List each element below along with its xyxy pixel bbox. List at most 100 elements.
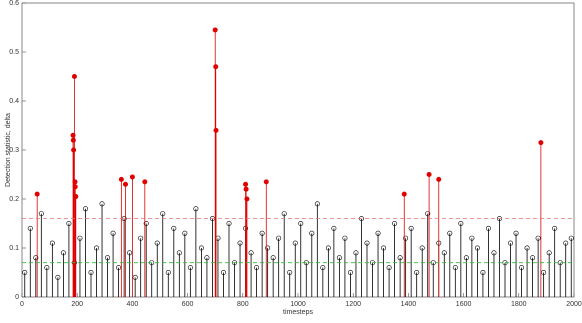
stem-marker <box>237 240 243 246</box>
stem-marker <box>226 221 232 227</box>
stem-marker <box>171 225 177 231</box>
x-tick-label: 1600 <box>456 301 472 308</box>
stem-marker <box>44 265 50 271</box>
stem-marker <box>530 255 536 261</box>
stem-marker <box>213 64 219 70</box>
stem-marker <box>508 240 514 246</box>
stem-marker <box>381 245 387 251</box>
stem-marker <box>143 221 149 227</box>
stem-marker <box>22 269 28 275</box>
stem-marker <box>436 176 442 182</box>
stem-marker <box>176 250 182 256</box>
stem-marker <box>72 184 78 190</box>
stem-marker <box>182 230 188 236</box>
stem-marker <box>447 230 453 236</box>
x-tick-label: 600 <box>182 301 194 308</box>
stem-marker <box>187 265 193 271</box>
stem-marker <box>265 245 271 251</box>
y-tick-label: 0 <box>15 294 19 301</box>
stem-marker <box>392 221 398 227</box>
stem-marker <box>474 245 480 251</box>
stem-marker <box>535 235 541 241</box>
stem-marker <box>524 245 530 251</box>
stem-marker <box>118 176 124 182</box>
stem-marker <box>320 265 326 271</box>
plot-frame <box>21 2 575 298</box>
stem-marker <box>513 230 519 236</box>
y-tick-label: 0.3 <box>9 147 19 154</box>
stem-marker <box>94 245 100 251</box>
x-tick-label: 800 <box>237 301 249 308</box>
stem-marker <box>469 235 475 241</box>
stem-marker <box>116 265 122 271</box>
stem-marker <box>425 211 431 217</box>
stem-marker <box>88 269 94 275</box>
x-tick-label: 1000 <box>290 301 306 308</box>
stem-marker <box>244 196 250 202</box>
stem-marker <box>552 225 558 231</box>
stem-marker <box>55 274 61 280</box>
stem-marker <box>71 147 77 153</box>
stem-marker <box>331 225 337 231</box>
y-tick-label: 0.5 <box>9 49 19 56</box>
x-axis-label: timesteps <box>283 309 313 316</box>
stem-marker <box>408 225 414 231</box>
stem-marker <box>77 235 83 241</box>
stem-marker <box>458 221 464 227</box>
stem-marker <box>298 221 304 227</box>
stem-marker <box>426 172 432 178</box>
stem-marker <box>66 221 72 227</box>
stem-marker <box>452 265 458 271</box>
stem-marker <box>82 206 88 212</box>
stem-marker <box>154 240 160 246</box>
stem-marker <box>401 191 407 197</box>
stem-marker <box>375 230 381 236</box>
stem-marker <box>213 127 219 133</box>
stem-marker <box>243 181 249 187</box>
stem-marker <box>270 255 276 261</box>
stem-marker <box>541 269 547 275</box>
stem-marker <box>70 137 76 143</box>
stem-marker <box>73 194 79 200</box>
stem-marker <box>287 269 293 275</box>
stem-marker <box>281 211 287 217</box>
stem-marker <box>263 179 269 185</box>
stem-marker <box>386 265 392 271</box>
stem-marker <box>292 240 298 246</box>
stem-marker <box>99 201 105 207</box>
stem-marker <box>403 235 409 241</box>
x-tick-label: 2000 <box>566 301 582 308</box>
x-tick-label: 0 <box>20 301 24 308</box>
stem-marker <box>220 269 226 275</box>
stem-marker <box>110 230 116 236</box>
stem-marker <box>204 255 210 261</box>
x-tick-label: 1200 <box>345 301 361 308</box>
stem-marker <box>563 240 569 246</box>
stem-marker <box>441 250 447 256</box>
x-tick-label: 1400 <box>401 301 417 308</box>
stem-marker <box>259 230 265 236</box>
stem-marker <box>193 206 199 212</box>
stem-marker <box>34 191 40 197</box>
stem-marker <box>347 269 353 275</box>
stem-marker <box>480 269 486 275</box>
stem-marker <box>276 235 282 241</box>
stem-marker <box>243 186 249 192</box>
stem-marker <box>519 265 525 271</box>
y-axis-label: Detection statistic, delta <box>5 113 12 187</box>
stem-marker <box>142 179 148 185</box>
stem-marker <box>165 269 171 275</box>
stem-marker <box>160 211 166 217</box>
stem-marker <box>212 27 218 33</box>
stem-marker <box>33 255 39 261</box>
stem-marker <box>27 225 33 231</box>
stem-marker <box>60 250 66 256</box>
y-tick-label: 0.6 <box>9 0 19 7</box>
y-tick-label: 0.1 <box>9 245 19 252</box>
stem-marker <box>353 250 359 256</box>
y-tick-label: 0.4 <box>9 98 19 105</box>
stem-marker <box>198 245 204 251</box>
stem-marker <box>132 274 138 280</box>
stem-marker <box>105 255 111 261</box>
stem-marker <box>364 240 370 246</box>
